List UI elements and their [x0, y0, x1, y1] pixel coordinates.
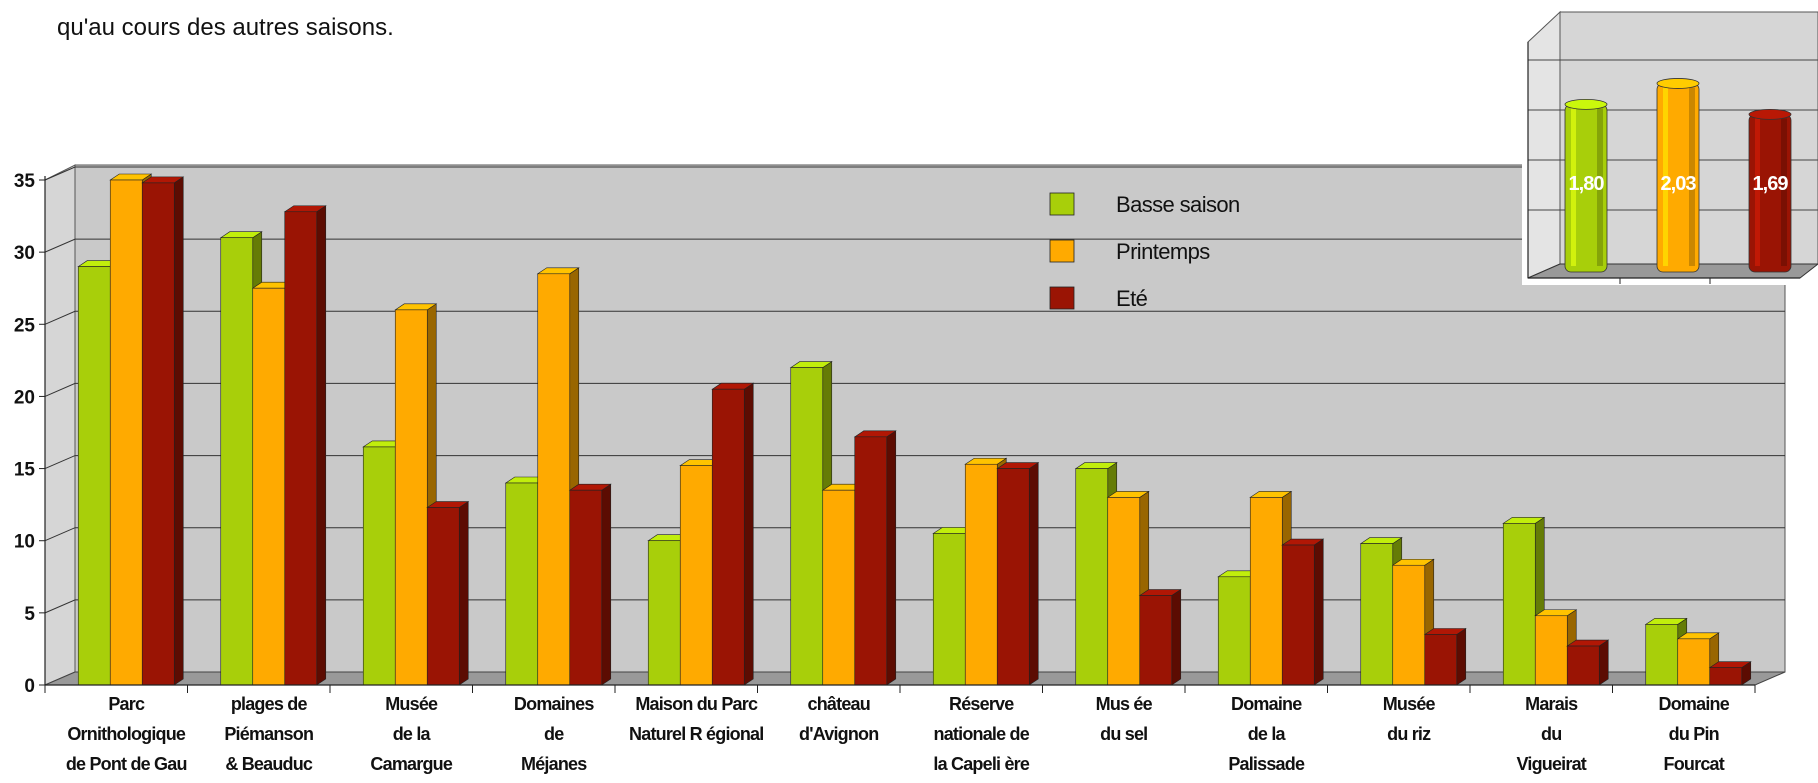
inset-data-label: 1,80 — [1569, 173, 1605, 195]
x-category-label: Musée de la Camargue — [370, 694, 452, 774]
bar-ete-4 — [711, 382, 755, 686]
chart-legend: Basse saison Printemps Eté — [1049, 192, 1240, 311]
legend-swatch — [1049, 192, 1075, 216]
inset-bar-1: 2,03 — [1656, 78, 1700, 273]
bar-ete-11 — [1708, 661, 1752, 686]
y-tick-label: 20 — [14, 387, 35, 408]
bar-printemps-11 — [1676, 632, 1720, 686]
intro-text: qu'au cours des autres saisons. — [57, 14, 394, 41]
x-category-label: Maison du Parc Naturel R égional — [629, 694, 763, 744]
x-axis-category-labels: Parc Ornithologique de Pont de Gau plages d… — [66, 694, 1731, 774]
bar-printemps-2 — [394, 303, 438, 686]
legend-label: Printemps — [1116, 239, 1210, 264]
inset-chart-bars: 1,80 2,03 1,69 — [1564, 78, 1792, 273]
y-tick-label: 10 — [14, 532, 35, 553]
legend-swatch — [1049, 239, 1075, 263]
bar-basse-saison-11 — [1644, 617, 1688, 686]
y-tick-label: 25 — [14, 315, 36, 336]
x-category-label: Réserve nationale de la Capeli ère — [933, 694, 1029, 774]
y-axis-tick-labels: 0 5 10 15 20 25 30 35 — [14, 171, 36, 697]
chart-axes — [39, 176, 1756, 693]
y-tick-label: 15 — [14, 460, 36, 481]
bar-ete-8 — [1281, 538, 1325, 686]
bar-ete-9 — [1423, 627, 1467, 686]
bar-ete-2 — [426, 500, 470, 686]
x-category-label: Musée du riz — [1383, 694, 1436, 744]
legend-label: Eté — [1116, 286, 1148, 311]
x-category-label: château d'Avignon — [799, 694, 878, 744]
x-category-label: Mus ée du sel — [1096, 694, 1153, 744]
bar-ete-10 — [1566, 639, 1610, 686]
chart-gridlines — [44, 166, 1785, 614]
y-tick-label: 0 — [24, 676, 35, 697]
chart-back-wall — [44, 164, 1786, 686]
bar-printemps-7 — [1106, 490, 1150, 686]
bar-ete-5 — [853, 430, 897, 686]
y-tick-label: 35 — [14, 171, 36, 192]
chart-bars — [77, 173, 1752, 686]
y-tick-label: 5 — [24, 604, 35, 625]
y-tick-label: 30 — [14, 243, 35, 264]
x-category-label: Domaines de Méjanes — [514, 694, 594, 774]
x-category-label: Parc Ornithologique de Pont de Gau — [66, 694, 187, 774]
inset-bar-0: 1,80 — [1564, 98, 1608, 273]
bar-ete-3 — [568, 483, 612, 686]
bar-ete-7 — [1138, 588, 1182, 686]
x-category-label: plages de Piémanson & Beauduc — [224, 694, 313, 774]
legend-swatch — [1049, 286, 1075, 310]
bar-ete-6 — [996, 462, 1040, 686]
x-category-label: Domaine de la Palissade — [1228, 694, 1305, 774]
bar-ete-1 — [283, 205, 327, 686]
x-category-label: Domaine du Pin Fourcat — [1659, 694, 1730, 774]
inset-data-label: 1,69 — [1753, 173, 1789, 195]
legend-label: Basse saison — [1116, 192, 1240, 217]
inset-bar-2: 1,69 — [1748, 108, 1792, 273]
x-category-label: Marais du Vigueirat — [1517, 694, 1587, 774]
inset-data-label: 2,03 — [1661, 173, 1697, 195]
